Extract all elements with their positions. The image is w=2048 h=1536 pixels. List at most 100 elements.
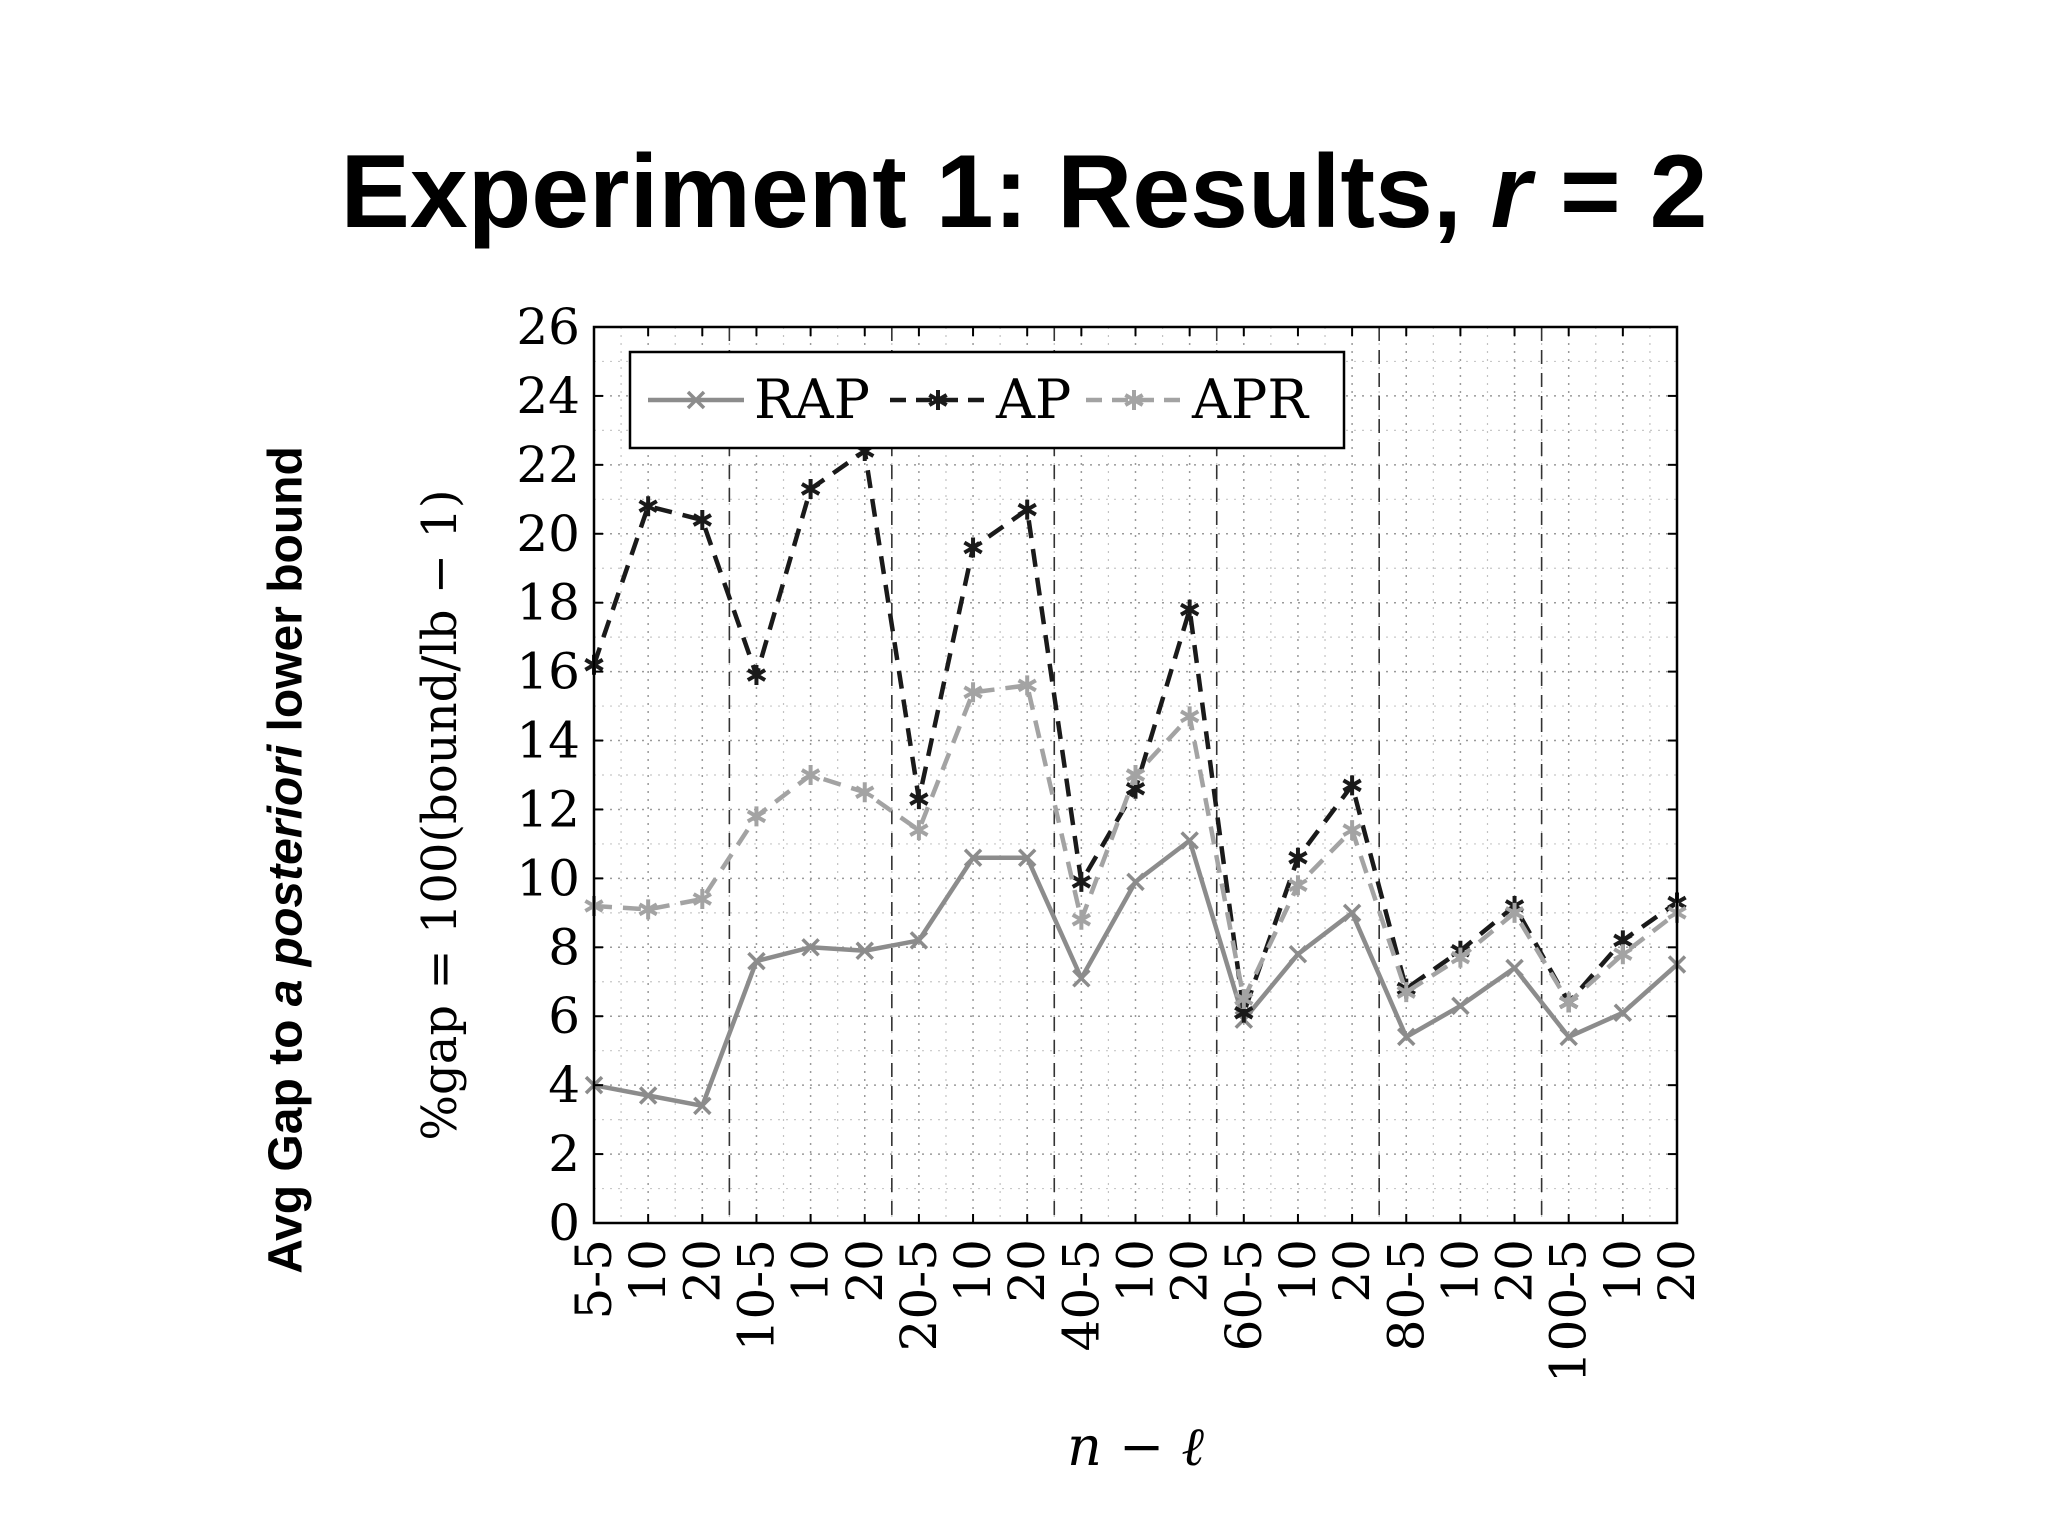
axis-layer: 024681012141618202224265-5102010-5102020… (412, 298, 1706, 1478)
data-point-ap (638, 496, 658, 517)
data-point-rap (1559, 1027, 1578, 1047)
x-tick-label: 10 (1107, 1239, 1165, 1303)
data-point-apr (963, 682, 983, 703)
legend-item-rap: RAP (648, 368, 870, 431)
legend-item-ap: AP (890, 368, 1071, 431)
series-rap (584, 831, 1687, 1116)
y-tick-label: 12 (516, 780, 580, 838)
data-point-rap (1126, 872, 1145, 892)
data-point-apr (1396, 982, 1416, 1003)
data-point-rap (1451, 996, 1470, 1016)
data-point-rap (963, 848, 983, 867)
data-point-apr (1450, 947, 1471, 968)
y-axis-label: %gap = 100(bound/lb − 1) (412, 489, 468, 1140)
data-point-apr (1234, 989, 1254, 1009)
y-tick-label: 4 (548, 1056, 580, 1114)
slide-title-prefix: Experiment 1: Results, (340, 134, 1491, 250)
y-tick-label: 18 (516, 574, 580, 632)
data-point-rap (693, 1096, 712, 1116)
y-tick-label: 22 (516, 436, 580, 494)
data-point-apr (1288, 875, 1308, 896)
legend: RAP AP APR (628, 350, 1346, 450)
x-tick-label: 10 (944, 1239, 1002, 1303)
data-point-rap (909, 931, 929, 950)
series-layer (584, 441, 1687, 1116)
x-tick-label: 20 (836, 1239, 894, 1303)
legend-label: APR (1191, 368, 1309, 431)
x-tick-label: 10 (1269, 1239, 1327, 1303)
data-point-rap (1072, 969, 1091, 988)
data-point-apr (1342, 820, 1362, 841)
x-tick-label: 80-5 (1377, 1239, 1435, 1351)
data-point-rap (1342, 903, 1362, 923)
data-point-rap (855, 941, 874, 960)
y-tick-label: 2 (548, 1125, 580, 1183)
y-tick-label: 8 (548, 918, 580, 976)
data-point-rap (747, 951, 766, 971)
data-point-apr (800, 765, 821, 785)
x-tick-label: 20 (673, 1239, 731, 1303)
y-tick-label: 6 (548, 987, 580, 1045)
legend-item-apr: APR (1086, 368, 1309, 431)
y-tick-label: 24 (516, 367, 580, 425)
y-tick-label: 10 (516, 849, 580, 907)
slide-title-variable: r (1490, 134, 1532, 250)
x-tick-label: 20-5 (890, 1239, 948, 1351)
data-point-rap (1613, 1003, 1633, 1023)
data-point-apr (1179, 706, 1200, 727)
data-point-apr (746, 806, 767, 827)
x-tick-label: 60-5 (1215, 1239, 1273, 1351)
data-point-rap (1505, 958, 1524, 978)
y-tick-label: 16 (516, 643, 580, 701)
series-ap (584, 441, 1687, 1023)
legend-label: RAP (754, 368, 870, 431)
x-tick-label: 20 (1323, 1239, 1381, 1303)
x-tick-label: 10-5 (727, 1239, 785, 1351)
data-point-apr (638, 899, 658, 920)
data-point-ap (1288, 847, 1308, 868)
y-tick-label: 20 (516, 505, 580, 563)
data-point-ap (1071, 871, 1092, 892)
x-tick-label: 10 (619, 1239, 677, 1303)
x-tick-label: 10 (782, 1239, 840, 1303)
slide-title: Experiment 1: Results, r = 2 (0, 140, 2048, 244)
legend-box (628, 350, 1346, 450)
data-point-ap (692, 509, 712, 530)
data-point-rap (1017, 848, 1037, 867)
x-tick-label: 100-5 (1540, 1239, 1598, 1383)
x-tick-label: 20 (1648, 1239, 1706, 1303)
slide-title-suffix: = 2 (1531, 134, 1708, 250)
data-point-ap (963, 537, 983, 558)
data-point-ap (1017, 499, 1037, 520)
data-point-apr (1125, 765, 1146, 785)
x-tick-label: 40-5 (1052, 1239, 1110, 1351)
data-point-apr (909, 820, 929, 841)
data-point-apr (1504, 902, 1525, 923)
data-point-ap (746, 665, 767, 686)
data-point-apr (692, 889, 712, 910)
y-tick-label: 14 (516, 712, 580, 770)
data-point-ap (909, 789, 929, 810)
data-point-rap (1397, 1027, 1416, 1047)
group-separator-layer (728, 327, 1543, 1223)
data-point-ap (1179, 599, 1200, 620)
y-tick-label: 26 (516, 298, 580, 356)
x-tick-label: 5-5 (565, 1239, 623, 1320)
legend-marker (686, 390, 706, 410)
y-tick-label: 0 (548, 1194, 580, 1252)
x-tick-label: 10 (1594, 1239, 1652, 1303)
data-point-ap (1342, 775, 1362, 796)
data-point-apr (1017, 675, 1037, 696)
data-point-rap (1180, 831, 1199, 850)
data-point-apr (1559, 992, 1579, 1013)
series-apr (584, 675, 1687, 1013)
x-tick-label: 20 (1161, 1239, 1219, 1303)
data-point-rap (1288, 944, 1308, 964)
x-tick-label: 20 (998, 1239, 1056, 1303)
legend-marker (1124, 390, 1144, 410)
data-point-ap (800, 478, 821, 499)
legend-label: AP (995, 368, 1071, 431)
x-tick-label: 10 (1431, 1239, 1489, 1303)
legend-marker (928, 390, 948, 410)
x-axis-label: n − ℓ (1067, 1415, 1204, 1478)
